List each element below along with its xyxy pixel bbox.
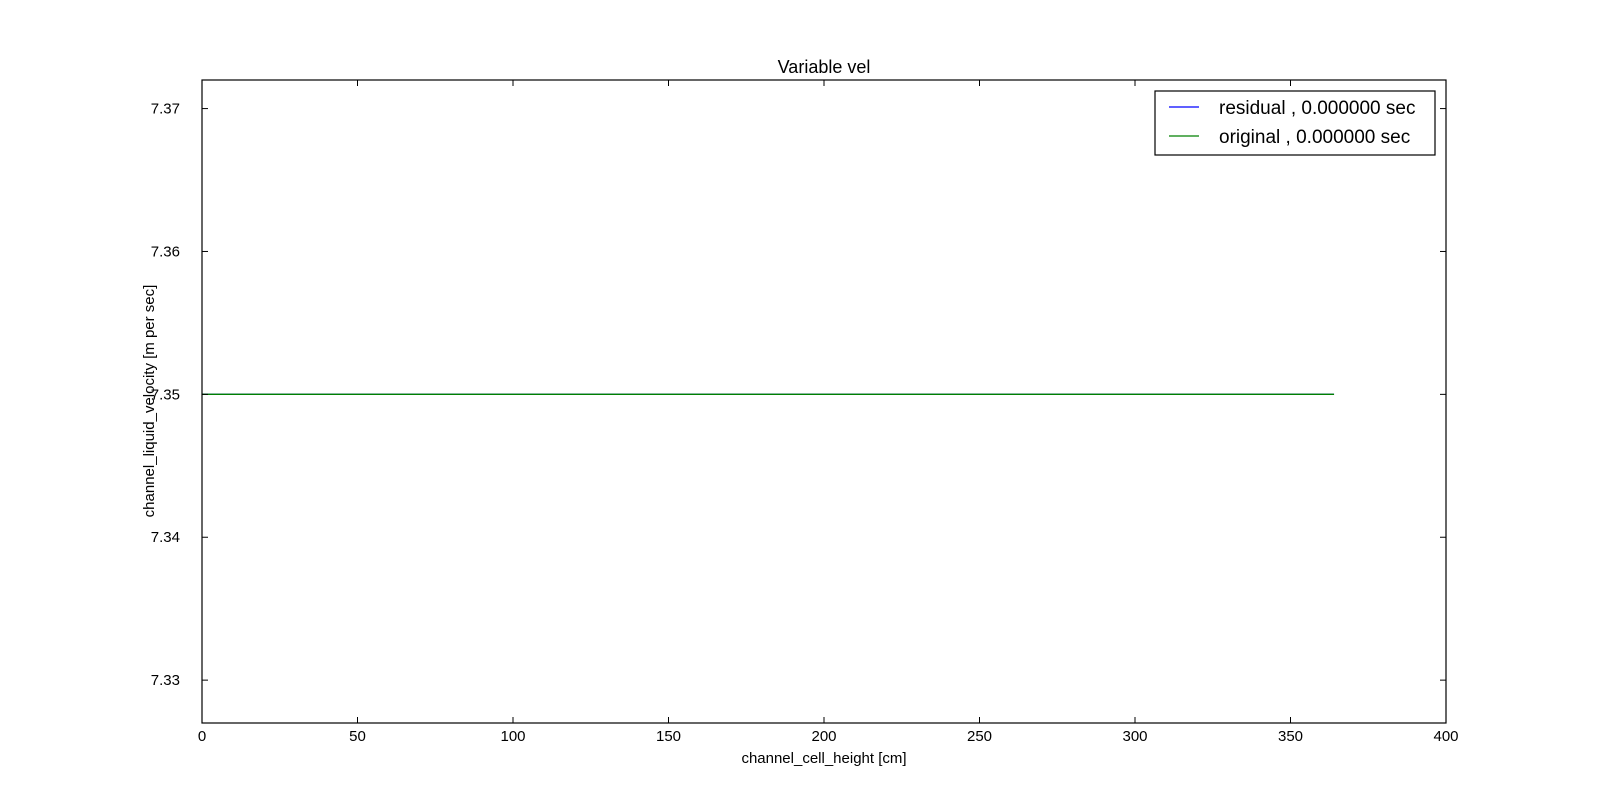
x-tick-label: 100 <box>500 728 525 745</box>
x-tick-label: 400 <box>1433 728 1458 745</box>
x-tick-label: 150 <box>656 728 681 745</box>
legend-box <box>1154 90 1436 156</box>
x-tick-label: 50 <box>349 728 366 745</box>
legend-label-residual: residual , 0.000000 sec <box>1219 98 1415 119</box>
y-tick-label: 7.36 <box>151 243 180 260</box>
x-tick-label: 250 <box>967 728 992 745</box>
x-tick-label: 300 <box>1122 728 1147 745</box>
tick-layer: 0 50 100 150 200 250 300 350 400 7.33 7.34 7.35 7.36… <box>151 80 1459 745</box>
y-tick-label: 7.34 <box>151 529 180 546</box>
legend-label-original: original , 0.000000 sec <box>1219 127 1410 148</box>
plot-area-frame <box>201 79 1447 724</box>
y-tick-label: 7.37 <box>151 101 180 118</box>
x-tick-label: 200 <box>811 728 836 745</box>
y-axis-label: channel_liquid_velocity [m per sec] <box>141 285 158 518</box>
chart-title: Variable vel <box>778 57 871 77</box>
x-tick-label: 350 <box>1278 728 1303 745</box>
legend: residual , 0.000000 sec original , 0.000… <box>1154 90 1436 156</box>
x-tick-label: 0 <box>198 728 206 745</box>
y-tick-label: 7.35 <box>151 386 180 403</box>
x-axis-label: channel_cell_height [cm] <box>741 750 906 767</box>
y-tick-label: 7.33 <box>151 672 180 689</box>
